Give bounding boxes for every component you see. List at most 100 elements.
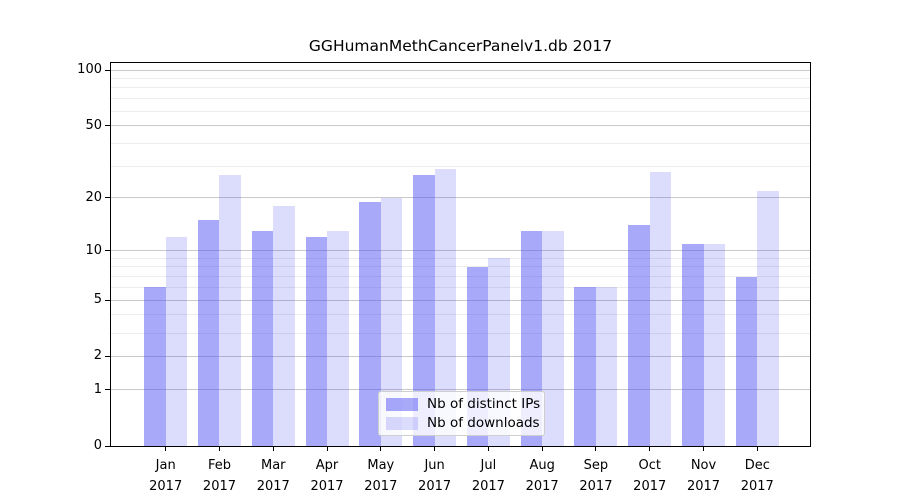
legend-label-downloads: Nb of downloads [427, 415, 540, 431]
x-tick-label: Oct 2017 [620, 456, 680, 497]
x-axis-tick [756, 446, 758, 451]
minor-gridline [111, 78, 810, 79]
minor-gridline [111, 286, 810, 288]
bar-downloads-feb [219, 174, 241, 446]
x-tick-label-year: 2017 [256, 478, 290, 494]
x-tick-label-month: Jul [480, 458, 497, 473]
minor-gridline [111, 110, 810, 112]
x-axis-tick [595, 446, 597, 451]
bar-downloads-apr [327, 231, 349, 446]
x-tick-label-month: Oct [638, 458, 661, 473]
legend-swatch-distinct-ips [386, 397, 418, 411]
x-axis-tick [272, 446, 274, 451]
x-tick-label-year: 2017 [633, 478, 667, 494]
bar-downloads-jun [434, 168, 457, 446]
y-tick-label: 0 [93, 438, 102, 453]
x-tick-label-month: Apr [315, 458, 339, 473]
bar-distinct-ips-dec [735, 276, 758, 446]
bar-downloads-jan [165, 237, 188, 446]
major-gridline [111, 197, 810, 199]
minor-gridline [111, 257, 810, 259]
x-tick-label: Dec 2017 [727, 456, 787, 497]
y-axis-tick [105, 125, 111, 127]
x-tick-label: May 2017 [351, 456, 411, 497]
major-gridline [111, 299, 810, 301]
y-axis-tick [105, 445, 111, 447]
x-tick-label: Apr 2017 [297, 456, 357, 497]
x-tick-label-year: 2017 [418, 478, 452, 494]
y-axis-tick [105, 69, 111, 71]
x-tick-label: Jul 2017 [458, 456, 518, 497]
bar-downloads-may [380, 197, 403, 446]
x-tick-label-year: 2017 [686, 478, 721, 494]
minor-gridline [111, 276, 810, 278]
y-tick-label: 5 [93, 292, 102, 308]
minor-gridline [111, 266, 810, 268]
bar-distinct-ips-may [359, 201, 381, 446]
x-axis-tick [218, 446, 220, 451]
x-tick-label-year: 2017 [471, 478, 505, 494]
x-axis-tick [165, 446, 167, 451]
y-tick-label: 10 [85, 242, 102, 258]
x-tick-label-year: 2017 [579, 478, 613, 494]
y-axis-tick [105, 250, 111, 252]
x-tick-label-month: Mar [260, 458, 286, 473]
minor-gridline [111, 87, 810, 89]
bar-distinct-ips-jan [144, 287, 166, 446]
x-tick-label-month: Jan [155, 458, 176, 473]
major-gridline [111, 250, 810, 252]
bar-distinct-ips-nov [682, 243, 704, 446]
plot-area [110, 62, 811, 447]
major-gridline [111, 355, 810, 357]
x-tick-label: Jan 2017 [136, 456, 196, 497]
x-tick-label-month: Feb [207, 458, 231, 473]
y-tick-label: 1 [93, 381, 102, 397]
y-axis-tick [105, 197, 111, 199]
x-tick-label-month: Jun [424, 458, 445, 473]
x-tick-label-month: Dec [744, 458, 770, 473]
x-axis-tick [380, 446, 382, 451]
minor-gridline [111, 165, 810, 167]
x-axis-tick [326, 446, 328, 451]
x-tick-label-month: Nov [690, 458, 717, 473]
legend: Nb of distinct IPs Nb of downloads [378, 391, 545, 436]
bar-downloads-aug [542, 231, 564, 446]
x-tick-label-year: 2017 [149, 478, 183, 494]
major-gridline [111, 125, 810, 127]
major-gridline [111, 69, 810, 71]
bar-downloads-dec [757, 190, 779, 446]
bar-distinct-ips-apr [305, 237, 328, 446]
bar-distinct-ips-mar [251, 231, 274, 446]
y-tick-label: 2 [93, 348, 102, 364]
x-tick-label-year: 2017 [202, 478, 237, 494]
chart-title: GGHumanMethCancerPanelv1.db 2017 [308, 37, 613, 55]
x-tick-label: Aug 2017 [512, 456, 572, 497]
x-tick-label-year: 2017 [525, 478, 559, 494]
minor-gridline [111, 332, 810, 334]
x-axis-tick [487, 446, 489, 451]
x-tick-label: Jun 2017 [405, 456, 465, 497]
x-axis-tick [703, 446, 704, 451]
x-tick-label: Mar 2017 [243, 456, 303, 497]
x-tick-label-year: 2017 [740, 478, 774, 494]
legend-label-distinct-ips: Nb of distinct IPs [427, 396, 541, 412]
bar-downloads-sep [595, 287, 618, 446]
bar-downloads-nov [703, 243, 725, 446]
x-axis-tick [434, 446, 436, 451]
minor-gridline [111, 142, 810, 144]
y-axis-tick [105, 389, 111, 391]
x-tick-label: Feb 2017 [189, 456, 249, 497]
x-tick-label: Nov 2017 [674, 456, 734, 497]
x-tick-label-year: 2017 [364, 478, 398, 494]
y-tick-label: 100 [77, 62, 102, 77]
x-tick-label: Sep 2017 [566, 456, 626, 497]
bar-downloads-mar [273, 206, 295, 446]
x-axis-tick [649, 446, 651, 451]
major-gridline [111, 389, 810, 391]
y-tick-label: 50 [85, 117, 102, 133]
y-axis-tick [105, 299, 111, 301]
x-tick-label-month: Aug [529, 458, 555, 473]
legend-item-downloads: Nb of downloads [386, 415, 540, 431]
minor-gridline [111, 98, 810, 100]
